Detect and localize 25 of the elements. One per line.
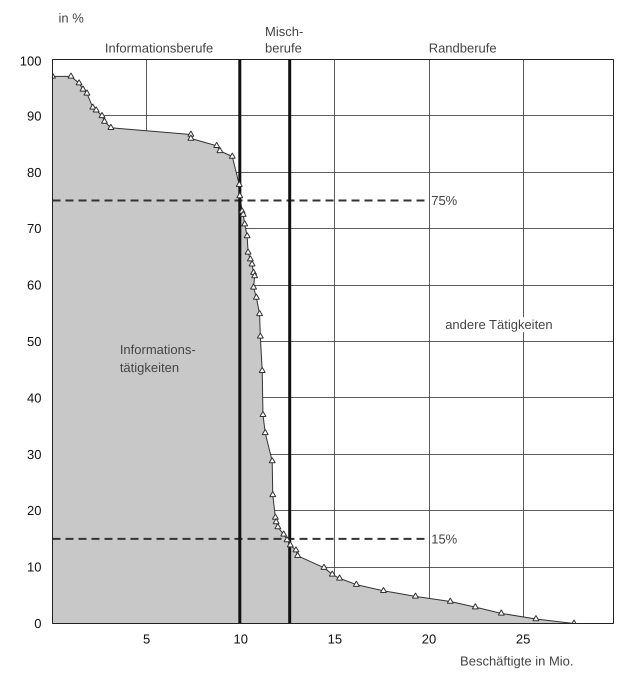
y-tick-label: 70 — [27, 221, 42, 236]
y-tick-label: 90 — [27, 108, 42, 124]
y-tick-label: 80 — [27, 164, 42, 180]
x-tick-label: 5 — [143, 632, 150, 646]
y-axis-title: in % — [58, 10, 84, 26]
text: Informationsberufe — [104, 40, 214, 56]
text: Randberufe — [428, 40, 497, 56]
y-tick-label: 20 — [27, 503, 42, 518]
x-tick-label: 25 — [516, 632, 530, 646]
y-tick-label: 50 — [27, 334, 42, 349]
y-tick-label: 10 — [27, 560, 42, 575]
x-tick-label: 20 — [422, 632, 436, 646]
text: Misch- berufe — [264, 24, 304, 56]
x-tick-label: 15 — [328, 632, 342, 646]
ref-line-label: 15% — [431, 531, 458, 546]
annotation: Informations- tätigkeiten — [120, 342, 196, 375]
y-tick-label: 60 — [27, 278, 42, 293]
y-tick-label: 100 — [20, 54, 42, 68]
y-tick-label: 30 — [27, 446, 42, 462]
x-tick-label: 10 — [234, 632, 248, 646]
y-tick-label: 40 — [27, 390, 42, 406]
x-axis-title: Beschäftigte in Mio. — [460, 654, 574, 668]
y-tick-label: 0 — [34, 616, 42, 631]
annotation: andere Tätigkeiten — [445, 317, 553, 332]
ref-line-label: 75% — [431, 193, 458, 208]
